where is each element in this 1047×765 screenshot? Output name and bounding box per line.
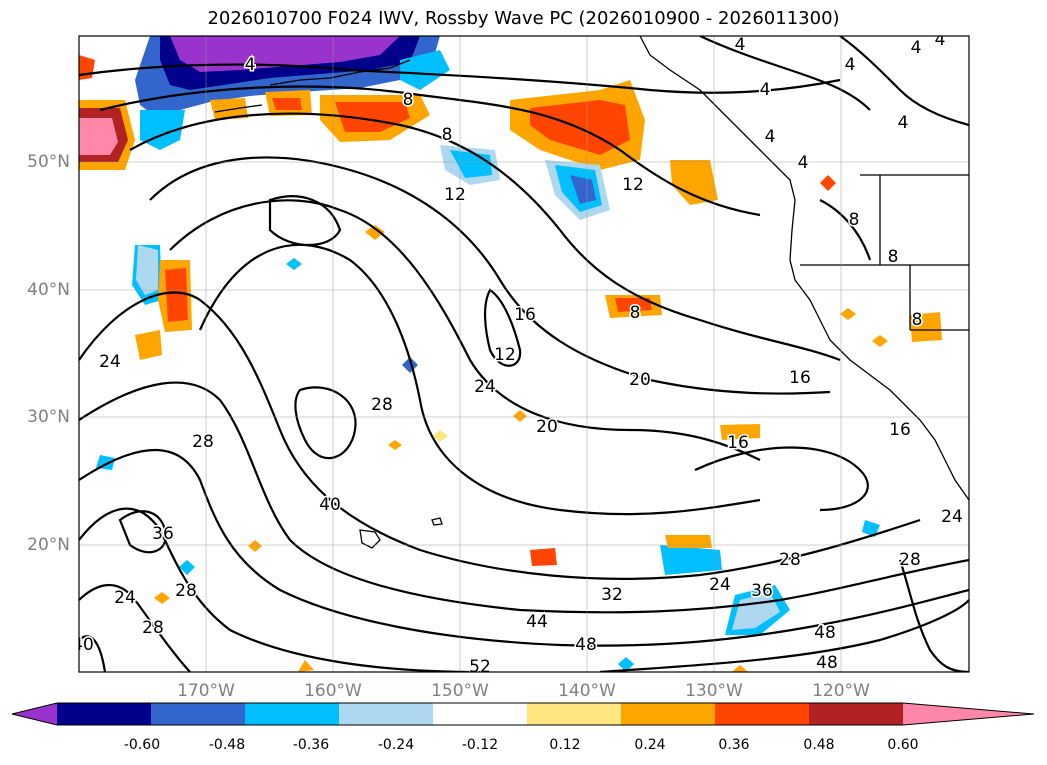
colorbar-segment bbox=[527, 703, 622, 725]
contour-label: 24 bbox=[709, 575, 731, 595]
contour-label: 4 bbox=[765, 127, 776, 147]
colorbar-tick-label: -0.48 bbox=[208, 737, 246, 753]
anomaly-shading bbox=[79, 36, 942, 672]
contour-label: 16 bbox=[727, 433, 749, 453]
contour-label: 28 bbox=[175, 581, 197, 601]
contour-label: 32 bbox=[601, 585, 623, 605]
lon-label-130w: 130°W bbox=[685, 681, 743, 701]
lat-label-40n: 40°N bbox=[27, 280, 70, 300]
colorbar-segment bbox=[433, 703, 528, 725]
lat-label-50n: 50°N bbox=[27, 152, 70, 172]
contour-label: 52 bbox=[469, 657, 491, 677]
contour-label: 12 bbox=[622, 175, 644, 195]
colorbar-tick-label: -0.12 bbox=[461, 737, 499, 753]
lon-label-150w: 150°W bbox=[431, 681, 489, 701]
colorbar-extend-max bbox=[903, 703, 1034, 725]
contour-label: 4 bbox=[760, 80, 771, 100]
contour-label: 4 bbox=[911, 38, 922, 58]
colorbar-segment bbox=[151, 703, 246, 725]
colorbar-extend-min bbox=[12, 703, 57, 725]
contour-label: 24 bbox=[941, 507, 963, 527]
lon-label-140w: 140°W bbox=[558, 681, 616, 701]
contour-label: 36 bbox=[152, 524, 174, 544]
iwv-contours bbox=[79, 36, 969, 672]
colorbar-tick-label: 0.12 bbox=[549, 737, 581, 753]
map-title: 2026010700 F024 IWV, Rossby Wave PC (202… bbox=[207, 8, 840, 29]
contour-label: 24 bbox=[474, 377, 496, 397]
contour-label: 8 bbox=[888, 247, 899, 267]
contour-label: 36 bbox=[751, 581, 773, 601]
contour-label: 48 bbox=[575, 635, 597, 655]
contour-label: 28 bbox=[779, 550, 801, 570]
contour-label: 12 bbox=[494, 345, 516, 365]
contour-label: 16 bbox=[789, 368, 811, 388]
contour-label: 8 bbox=[849, 210, 860, 230]
lon-label-170w: 170°W bbox=[177, 681, 235, 701]
contour-label: 20 bbox=[629, 370, 651, 390]
colorbar-segment bbox=[339, 703, 434, 725]
contour-label: 8 bbox=[912, 310, 923, 330]
colorbar-segment bbox=[57, 703, 152, 725]
contour-label: 28 bbox=[899, 550, 921, 570]
colorbar-tick-label: 0.60 bbox=[887, 737, 919, 753]
contour-label: 8 bbox=[630, 303, 641, 323]
coastlines bbox=[214, 36, 969, 549]
contour-label: 40 bbox=[72, 635, 94, 655]
colorbar-tick-label: 0.48 bbox=[803, 737, 835, 753]
contour-label: 4 bbox=[735, 35, 746, 55]
colorbar-segment bbox=[245, 703, 340, 725]
lat-label-30n: 30°N bbox=[27, 407, 70, 427]
contour-label: 4 bbox=[935, 30, 946, 50]
lon-label-160w: 160°W bbox=[304, 681, 362, 701]
colorbar bbox=[11, 702, 1035, 726]
colorbar-tick-label: -0.60 bbox=[123, 737, 161, 753]
contour-label: 16 bbox=[514, 305, 536, 325]
contour-label: 4 bbox=[798, 153, 809, 173]
contour-label: 8 bbox=[442, 125, 453, 145]
colorbar-tick-label: -0.36 bbox=[292, 737, 330, 753]
graticule bbox=[79, 36, 969, 672]
contour-label: 4 bbox=[898, 113, 909, 133]
lat-label-20n: 20°N bbox=[27, 535, 70, 555]
contour-label: 4 bbox=[245, 55, 256, 75]
contour-label: 44 bbox=[526, 612, 548, 632]
contour-label: 24 bbox=[114, 588, 136, 608]
contour-label: 28 bbox=[192, 432, 214, 452]
colorbar-segment bbox=[621, 703, 716, 725]
contour-label: 28 bbox=[142, 618, 164, 638]
map-frame bbox=[78, 35, 970, 673]
contour-label: 8 bbox=[403, 90, 414, 110]
colorbar-segment bbox=[715, 703, 810, 725]
contour-label: 24 bbox=[99, 352, 121, 372]
colorbar-tick-label: 0.36 bbox=[718, 737, 750, 753]
colorbar-tick-label: -0.24 bbox=[377, 737, 415, 753]
contour-label: 48 bbox=[814, 623, 836, 643]
contour-label: 20 bbox=[536, 417, 558, 437]
lon-label-120w: 120°W bbox=[812, 681, 870, 701]
contour-label: 12 bbox=[444, 185, 466, 205]
colorbar-tick-label: 0.24 bbox=[634, 737, 666, 753]
contour-label: 4 bbox=[845, 55, 856, 75]
contour-label: 48 bbox=[816, 653, 838, 673]
contour-label: 16 bbox=[889, 420, 911, 440]
contour-label: 40 bbox=[319, 495, 341, 515]
colorbar-segment bbox=[809, 703, 904, 725]
contour-label: 28 bbox=[371, 395, 393, 415]
